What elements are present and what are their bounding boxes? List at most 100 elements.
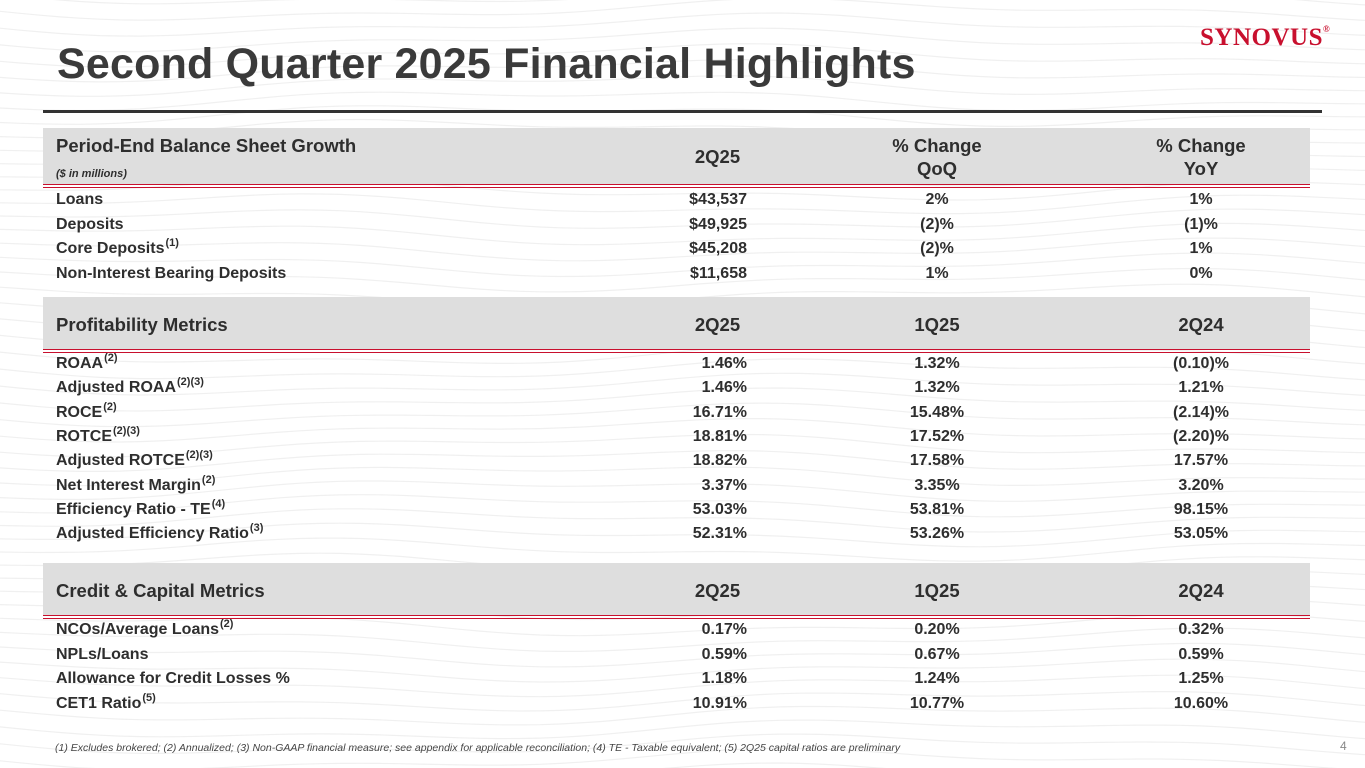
value-col3: 10.60% xyxy=(1173,695,1229,713)
profitability-header-band xyxy=(43,297,1310,349)
footnote-ref: (2)(3) xyxy=(177,376,204,389)
value-col2: 15.48% xyxy=(909,403,965,421)
value-col1: $11,658 xyxy=(690,265,747,283)
value-col3: 1% xyxy=(1189,191,1213,208)
row-label-text: Deposits xyxy=(56,215,124,233)
row-label-text: Allowance for Credit Losses % xyxy=(56,670,290,688)
profitability-col-2q24: 2Q24 xyxy=(1178,314,1224,335)
title-divider xyxy=(43,110,1322,113)
value-col3: 98.15% xyxy=(1173,500,1229,518)
value-col3: (0.10)% xyxy=(1172,355,1230,372)
footnote-ref: (2) xyxy=(104,352,118,364)
footnote-ref: (2)(3) xyxy=(185,449,213,462)
row-label: Net Interest Margin(2) xyxy=(56,473,216,495)
value-col3: 1.21% xyxy=(1178,379,1224,397)
value-col3: 0.59% xyxy=(1178,645,1224,663)
credit-col-2q24: 2Q24 xyxy=(1178,580,1224,601)
value-col2: 1% xyxy=(925,265,949,283)
value-col2: 1.32% xyxy=(914,355,960,372)
footnote-ref: (2) xyxy=(201,473,216,486)
row-label-text: CET1 Ratio xyxy=(56,695,142,713)
value-col1: $45,208 xyxy=(689,240,747,258)
value-col3: 3.20% xyxy=(1178,476,1224,494)
footnote-ref: (1) xyxy=(165,237,179,250)
value-col3: 0% xyxy=(1189,265,1213,283)
row-label-text: NPLs/Loans xyxy=(56,645,149,663)
synovus-logo: SYNOVUS® xyxy=(1200,24,1331,51)
credit-title: Credit & Capital Metrics xyxy=(56,580,265,601)
row-label: Deposits xyxy=(56,216,124,234)
value-col1: 0.59% xyxy=(701,645,747,663)
row-label: CET1 Ratio(5) xyxy=(56,692,156,713)
row-label: ROAA(2) xyxy=(56,352,118,373)
value-col1: 3.37% xyxy=(701,476,747,494)
credit-col-2q25: 2Q25 xyxy=(694,580,741,601)
value-col1: 52.31% xyxy=(692,525,747,543)
row-label-text: Adjusted Efficiency Ratio xyxy=(56,525,249,543)
footnotes: (1) Excludes brokered; (2) Annualized; (… xyxy=(55,742,901,754)
row-label-text: ROAA xyxy=(56,355,104,372)
value-col2: 53.81% xyxy=(909,500,965,518)
value-col2: 1.24% xyxy=(914,670,960,688)
row-label: ROCE(2) xyxy=(56,400,117,422)
row-label: Adjusted ROTCE(2)(3) xyxy=(56,449,213,470)
balance-col-2q25: 2Q25 xyxy=(694,146,741,167)
value-col3: (1)% xyxy=(1184,215,1218,233)
row-label-text: Non-Interest Bearing Deposits xyxy=(56,265,287,283)
row-label: Core Deposits(1) xyxy=(56,237,179,258)
value-col1: $49,925 xyxy=(689,215,747,233)
value-col2: 17.52% xyxy=(909,427,965,445)
row-label-text: Adjusted ROAA xyxy=(56,379,176,397)
value-col3: (2.14)% xyxy=(1172,403,1230,421)
value-col2: (2)% xyxy=(920,215,954,233)
row-label: NPLs/Loans xyxy=(56,646,148,664)
value-col1: 1.46% xyxy=(701,379,747,397)
row-label-text: Efficiency Ratio - TE xyxy=(56,500,211,518)
row-label: ROTCE(2)(3) xyxy=(56,424,140,446)
value-col3: 1% xyxy=(1189,240,1213,258)
page-title: Second Quarter 2025 Financial Highlights xyxy=(57,40,916,88)
value-col2: 3.35% xyxy=(914,476,960,494)
footnote-ref: (5) xyxy=(142,692,156,705)
value-col1: 16.71% xyxy=(692,403,747,421)
value-col3: 17.57% xyxy=(1173,452,1229,470)
value-col2: 10.77% xyxy=(909,695,965,713)
value-col1: 1.18% xyxy=(701,670,747,688)
row-label-text: NCOs/Average Loans xyxy=(56,621,220,638)
row-label: Loans xyxy=(56,191,103,209)
row-label: Allowance for Credit Losses % xyxy=(56,670,290,688)
balance-col-qoq: % Change QoQ xyxy=(892,135,982,179)
footnote-ref: (2) xyxy=(220,618,234,630)
row-label-text: ROTCE xyxy=(56,427,112,445)
value-col1: 1.46% xyxy=(701,355,747,372)
footnote-ref: (2) xyxy=(103,400,117,413)
value-col2: 1.32% xyxy=(914,379,960,397)
value-col1: 53.03% xyxy=(692,500,747,518)
row-label-text: Net Interest Margin xyxy=(56,476,201,494)
value-col1: 10.91% xyxy=(692,695,747,713)
balance-col-yoy: % Change YoY xyxy=(1156,135,1246,179)
value-col3: 0.32% xyxy=(1178,621,1224,638)
row-label-text: Core Deposits xyxy=(56,240,165,258)
value-col2: 0.67% xyxy=(914,645,960,663)
units-note: ($ in millions) xyxy=(56,168,127,180)
row-label: Adjusted Efficiency Ratio(3) xyxy=(56,522,264,543)
value-col2: 53.26% xyxy=(909,525,965,543)
footnote-ref: (2)(3) xyxy=(113,424,140,437)
profitability-header-rule xyxy=(43,349,1310,353)
page-number: 4 xyxy=(1340,739,1347,753)
row-label: NCOs/Average Loans(2) xyxy=(56,618,234,639)
row-label: Adjusted ROAA(2)(3) xyxy=(56,376,204,397)
credit-header-rule xyxy=(43,615,1310,619)
value-col1: $43,537 xyxy=(689,191,747,208)
balance-sheet-title: Period-End Balance Sheet Growth xyxy=(56,135,357,156)
row-label-text: Loans xyxy=(56,191,104,208)
footnote-ref: (4) xyxy=(211,497,226,510)
row-label: Efficiency Ratio - TE(4) xyxy=(56,497,226,519)
footnote-ref: (3) xyxy=(249,522,264,535)
profitability-title: Profitability Metrics xyxy=(56,314,228,335)
profitability-col-2q25: 2Q25 xyxy=(694,314,741,335)
balance-sheet-header-band xyxy=(43,128,1310,184)
value-col1: 0.17% xyxy=(701,621,747,638)
balance-sheet-header-rule xyxy=(43,184,1310,188)
